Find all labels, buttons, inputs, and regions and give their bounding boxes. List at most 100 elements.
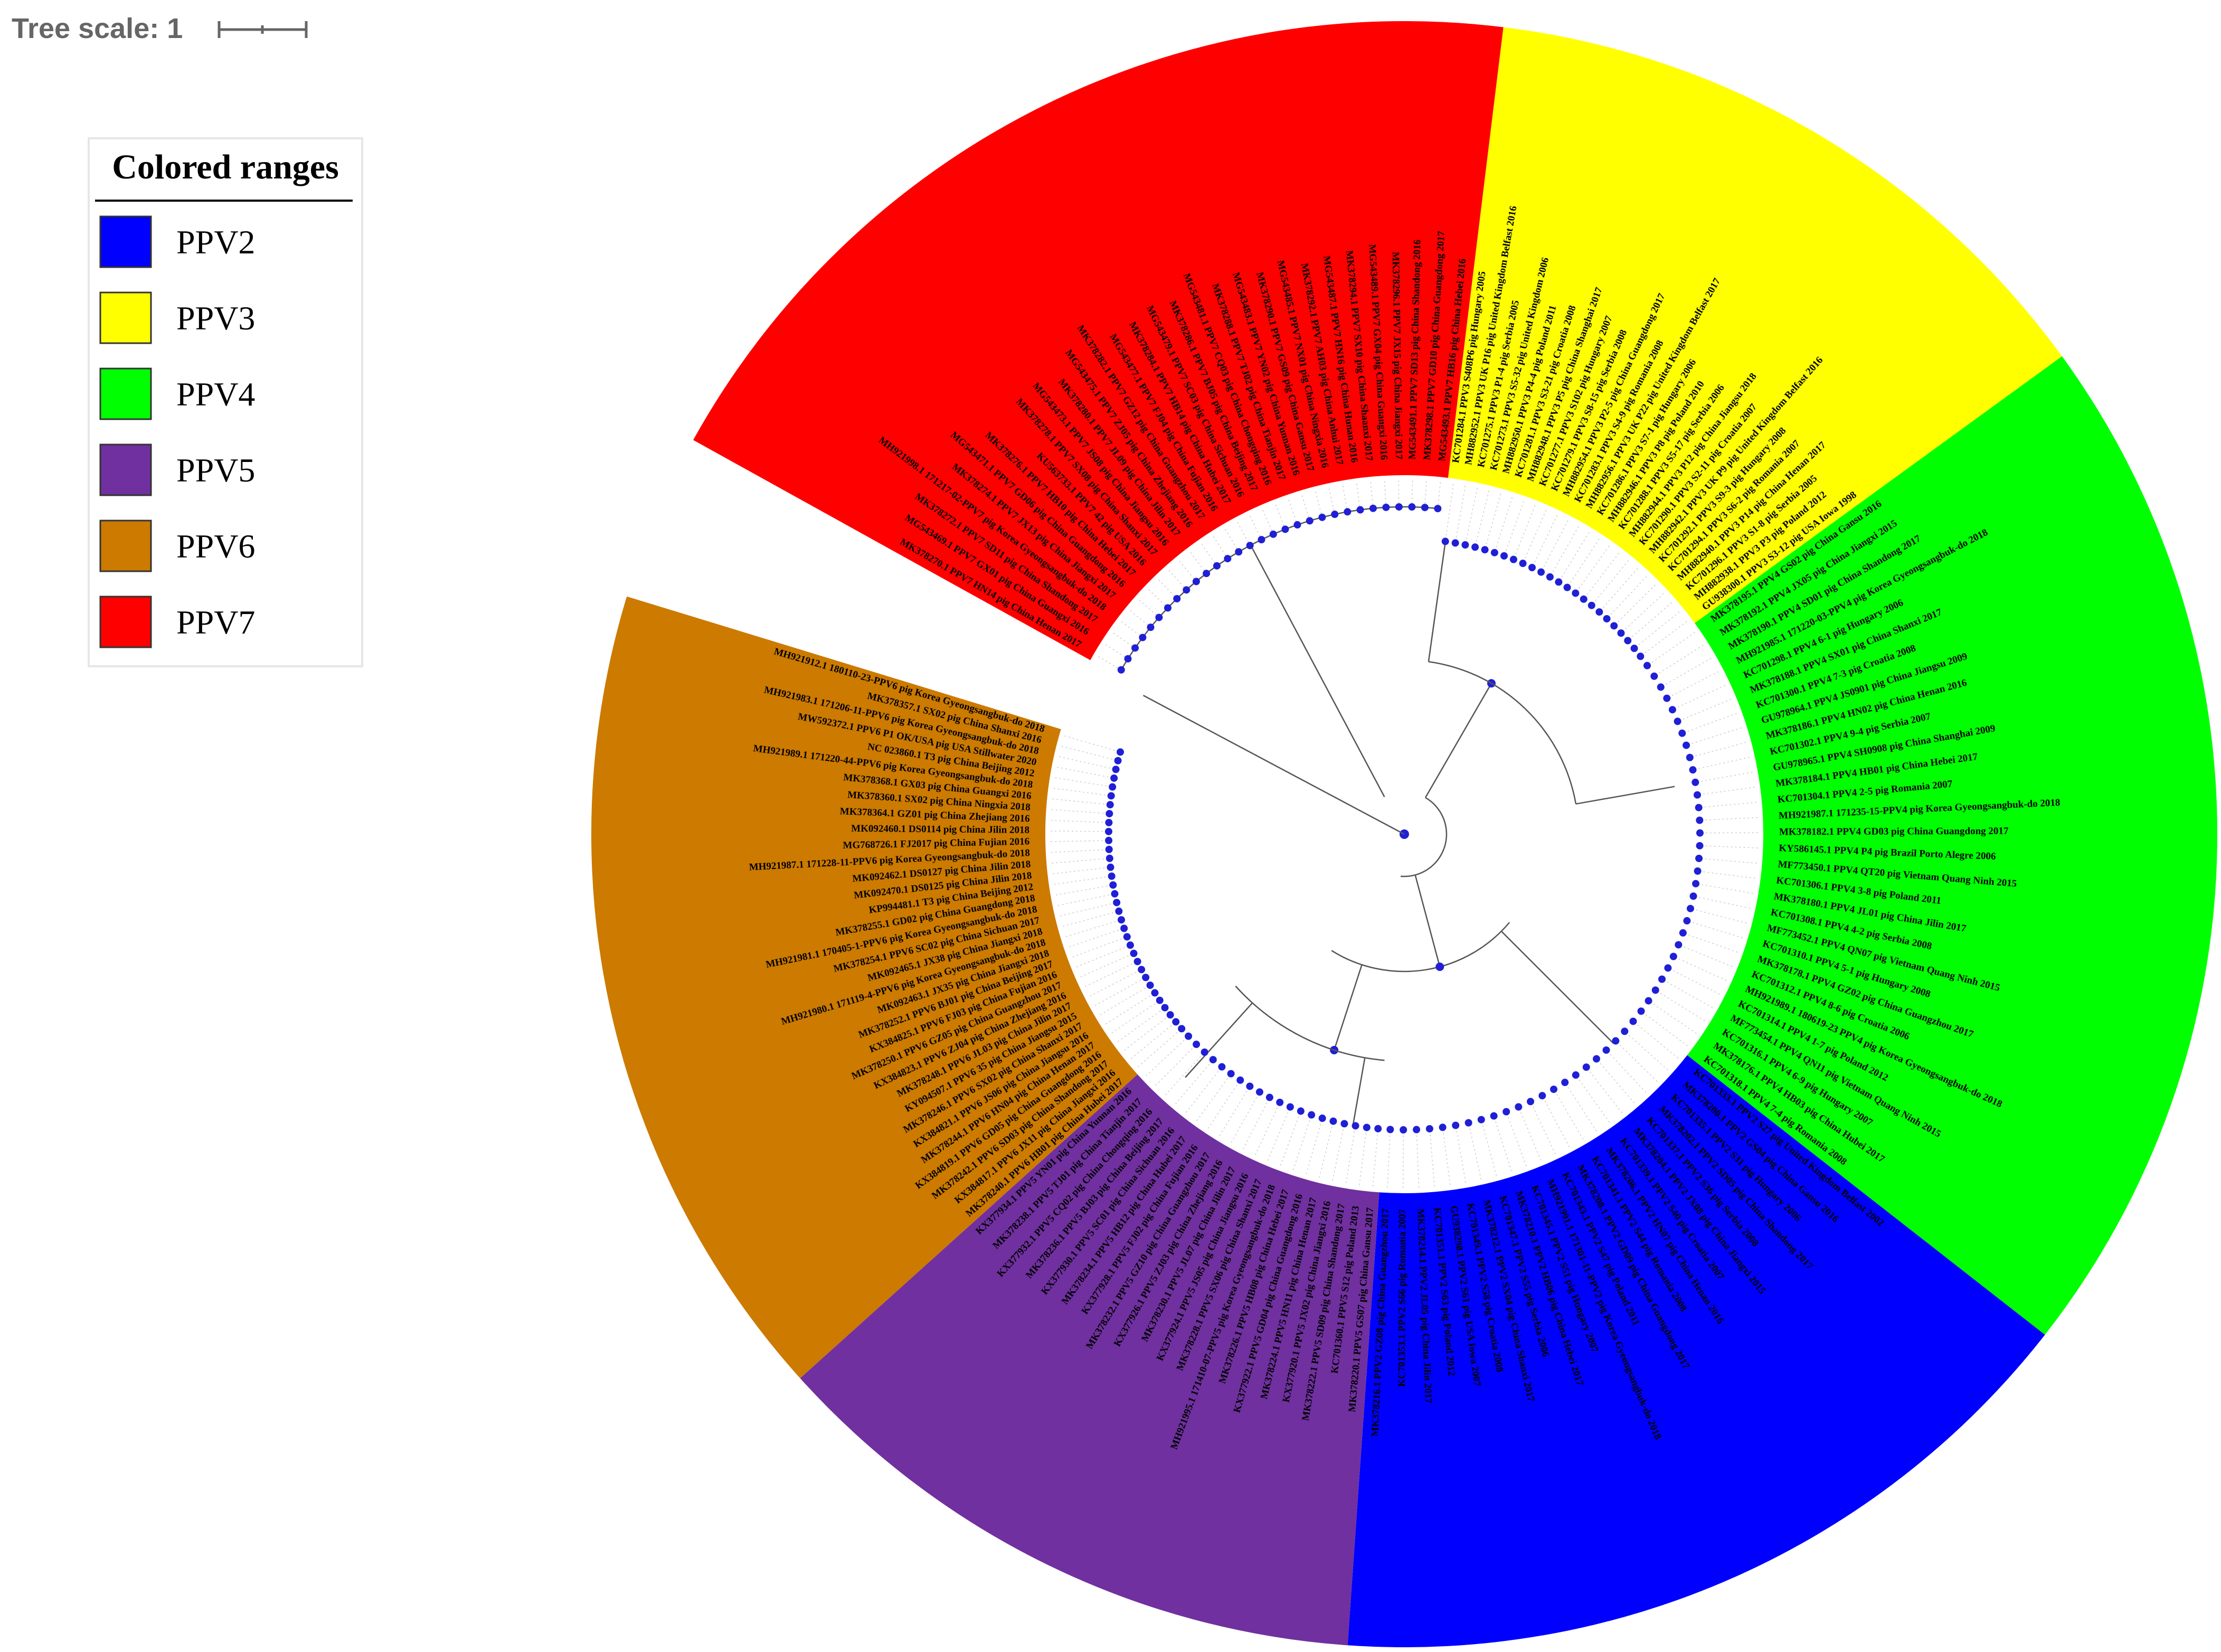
leaf-node (1130, 949, 1138, 957)
leaf-node (1502, 1108, 1510, 1116)
leaf-guide (1301, 495, 1310, 521)
leaf-guide (1065, 919, 1122, 937)
leaf-guide (1699, 817, 1758, 821)
leaf-guide (1591, 560, 1629, 606)
leaf-node (1425, 1125, 1433, 1132)
legend-label-ppv4: PPV4 (176, 375, 255, 413)
leaf-node (1696, 842, 1704, 849)
leaf-node (1142, 974, 1150, 981)
leaf-node (1111, 890, 1119, 898)
leaf-guide (1416, 1129, 1420, 1188)
leaf-node (1629, 1017, 1637, 1025)
tree-scale: Tree scale: 1 (12, 13, 308, 44)
leaf-guide (1454, 485, 1466, 543)
leaf-node (1118, 916, 1126, 924)
leaf-guide (1634, 611, 1680, 649)
leaf-node (1603, 615, 1611, 622)
leaf-guide (1137, 1028, 1182, 1068)
leaf-node (1124, 655, 1132, 663)
leaf-node (1452, 1121, 1460, 1129)
leaf-node (1657, 683, 1665, 691)
leaf-node (1203, 570, 1211, 578)
leaf-guide (1356, 483, 1361, 510)
legend-label-ppv6: PPV6 (176, 527, 255, 565)
leaf-guide (1292, 1115, 1312, 1170)
leaf-guide (1053, 788, 1111, 797)
leaf-guide (1693, 757, 1750, 770)
leaf-node (1340, 1120, 1348, 1128)
leaf-node (1110, 774, 1118, 782)
leaf-guide (1061, 745, 1118, 761)
tree-branches (1120, 506, 1675, 1126)
leaf-guide (1118, 1007, 1165, 1042)
leaf-guide (1648, 1000, 1697, 1034)
leaf-guide (1697, 871, 1755, 879)
leaf-node (1695, 854, 1703, 862)
leaf-node (1265, 1093, 1273, 1101)
branch-line (1250, 544, 1385, 797)
leaf-guide (1575, 545, 1610, 593)
leaf-guide (1442, 1127, 1451, 1185)
leaf-guide (1695, 883, 1753, 894)
leaf-label: MK092460.1 DS0114 pig China Jilin 2018 (851, 823, 1029, 836)
leaf-node (1593, 1055, 1601, 1063)
legend-swatch-ppv2 (99, 215, 152, 268)
leaf-guide (1372, 1128, 1378, 1187)
leaf-node (1515, 1103, 1523, 1111)
leaf-guide (1064, 735, 1121, 753)
leaf-node (1528, 563, 1536, 571)
leaf-node (1105, 845, 1113, 853)
leaf-guide (1677, 698, 1732, 722)
leaf-guide (1621, 593, 1664, 634)
colored-range-ppv6 (591, 596, 1138, 1379)
leaf-node (1351, 1122, 1359, 1130)
leaf-guide (1683, 932, 1738, 953)
leaf-guide (1387, 1129, 1391, 1188)
leaf-node (1395, 503, 1403, 511)
leaf-guide (1057, 893, 1115, 906)
leaf-guide (1493, 1116, 1512, 1172)
leaf-guide (1062, 911, 1119, 927)
leaf-node (1286, 1103, 1294, 1111)
leaf-guide (1053, 866, 1111, 874)
leaf-node (1114, 757, 1122, 764)
leaf-guide (1464, 488, 1478, 545)
leaf-nodes (1051, 480, 1758, 1188)
leaf-node (1123, 933, 1131, 941)
leaf-guide (1225, 528, 1239, 552)
leaf-node (1105, 836, 1113, 844)
leaf-node (1610, 622, 1618, 630)
leaf-node (1695, 804, 1703, 811)
legend-swatch-ppv7 (99, 596, 152, 648)
leaf-guide (1564, 1082, 1597, 1131)
leaf-guide (1398, 480, 1400, 507)
leaf-node (1386, 1126, 1394, 1134)
leaf-guide (1586, 1066, 1623, 1113)
leaf-node (1490, 1112, 1498, 1120)
leaf-guide (1090, 969, 1142, 997)
leaf-node (1318, 513, 1326, 521)
leaf-label: KC701353.1 PPV2 S66 pig Romania 2007 (1396, 1209, 1408, 1386)
leaf-node (1356, 506, 1364, 514)
leaf-node (1105, 810, 1113, 818)
leaf-node (1178, 1025, 1186, 1033)
leaf-node (1258, 536, 1265, 544)
leaf-node (1105, 819, 1113, 827)
leaf-guide (1506, 1111, 1527, 1167)
leaf-node (1694, 867, 1702, 875)
leaf-node (1408, 503, 1416, 511)
legend-swatch-ppv3 (99, 291, 152, 344)
branch-line (1142, 694, 1405, 835)
branch-line (1333, 964, 1363, 1051)
leaf-node (1464, 1119, 1472, 1127)
leaf-guide (1100, 985, 1150, 1015)
leaf-node (1537, 568, 1545, 576)
leaf-node (1331, 511, 1339, 518)
leaf-node (1461, 541, 1469, 549)
internal-node (1435, 962, 1444, 971)
leaf-node (1306, 517, 1313, 525)
leaf-node (1193, 1041, 1201, 1049)
leaf-node (1683, 917, 1691, 925)
leaf-node (1477, 1116, 1485, 1124)
